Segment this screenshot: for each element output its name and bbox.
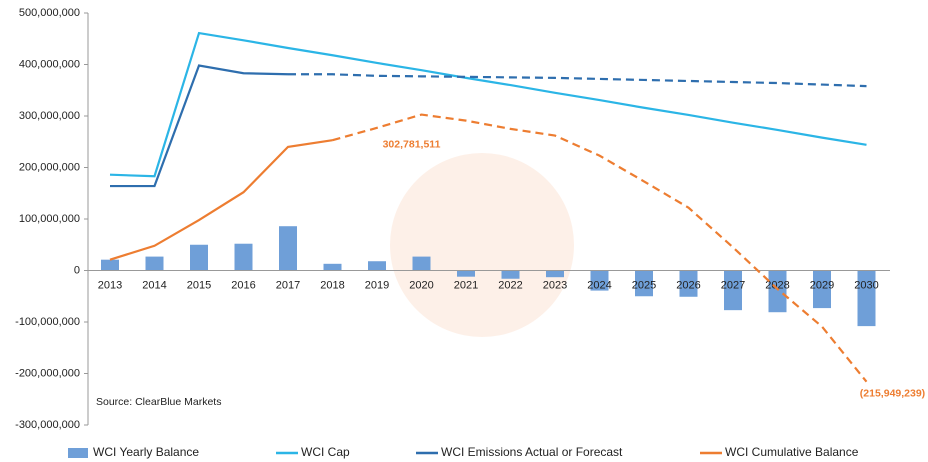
data-label: 302,781,511	[383, 138, 441, 150]
bar	[323, 263, 342, 271]
y-tick-label: -200,000,000	[15, 367, 80, 379]
x-tick-label: 2019	[365, 279, 389, 291]
x-tick-label: 2014	[142, 279, 166, 291]
legend-label: WCI Cap	[301, 445, 350, 459]
x-tick-label: 2016	[231, 279, 255, 291]
y-tick-label: -300,000,000	[15, 419, 80, 431]
bar	[679, 270, 698, 297]
bar	[813, 270, 831, 309]
legend-label: WCI Emissions Actual or Forecast	[441, 445, 623, 459]
line	[332, 113, 868, 383]
bar	[412, 256, 431, 271]
bar	[768, 270, 787, 313]
x-tick-label: 2013	[98, 279, 122, 291]
line	[109, 139, 333, 261]
x-tick-label: 2015	[187, 279, 211, 291]
data-label: (215,949,239)	[860, 387, 925, 399]
x-tick-label: 2025	[632, 279, 656, 291]
y-tick-label: 500,000,000	[19, 7, 80, 19]
line	[288, 73, 867, 88]
x-tick-label: 2029	[810, 279, 834, 291]
x-tick-label: 2017	[276, 279, 300, 291]
bar	[724, 270, 742, 311]
legend-swatch	[68, 448, 88, 458]
x-tick-label: 2022	[498, 279, 522, 291]
bar	[501, 270, 520, 279]
bar	[857, 270, 876, 327]
x-tick-label: 2027	[721, 279, 745, 291]
bar	[546, 270, 564, 278]
y-tick-label: 300,000,000	[19, 110, 80, 122]
bar	[635, 270, 653, 297]
line	[109, 31, 867, 178]
watermark	[390, 153, 574, 337]
x-tick-label: 2024	[587, 279, 611, 291]
bar	[279, 226, 297, 271]
legend-label: WCI Yearly Balance	[93, 445, 199, 459]
x-tick-label: 2021	[454, 279, 478, 291]
legend-label: WCI Cumulative Balance	[725, 445, 859, 459]
y-tick-label: 100,000,000	[19, 213, 80, 225]
y-tick-label: -100,000,000	[15, 316, 80, 328]
x-tick-label: 2026	[676, 279, 700, 291]
bar	[190, 244, 208, 271]
bar	[457, 270, 475, 277]
source-note: Source: ClearBlue Markets	[96, 396, 221, 408]
y-tick-label: 400,000,000	[19, 58, 80, 70]
bar	[368, 261, 386, 271]
y-tick-label: 0	[74, 264, 80, 276]
bar	[234, 243, 253, 271]
y-tick-label: 200,000,000	[19, 161, 80, 173]
x-tick-label: 2020	[409, 279, 433, 291]
x-tick-label: 2028	[765, 279, 789, 291]
line	[110, 64, 289, 188]
bar	[145, 256, 164, 271]
x-tick-label: 2018	[320, 279, 344, 291]
x-tick-label: 2030	[854, 279, 878, 291]
bar	[101, 259, 119, 271]
bar	[590, 270, 609, 291]
x-tick-label: 2023	[543, 279, 567, 291]
